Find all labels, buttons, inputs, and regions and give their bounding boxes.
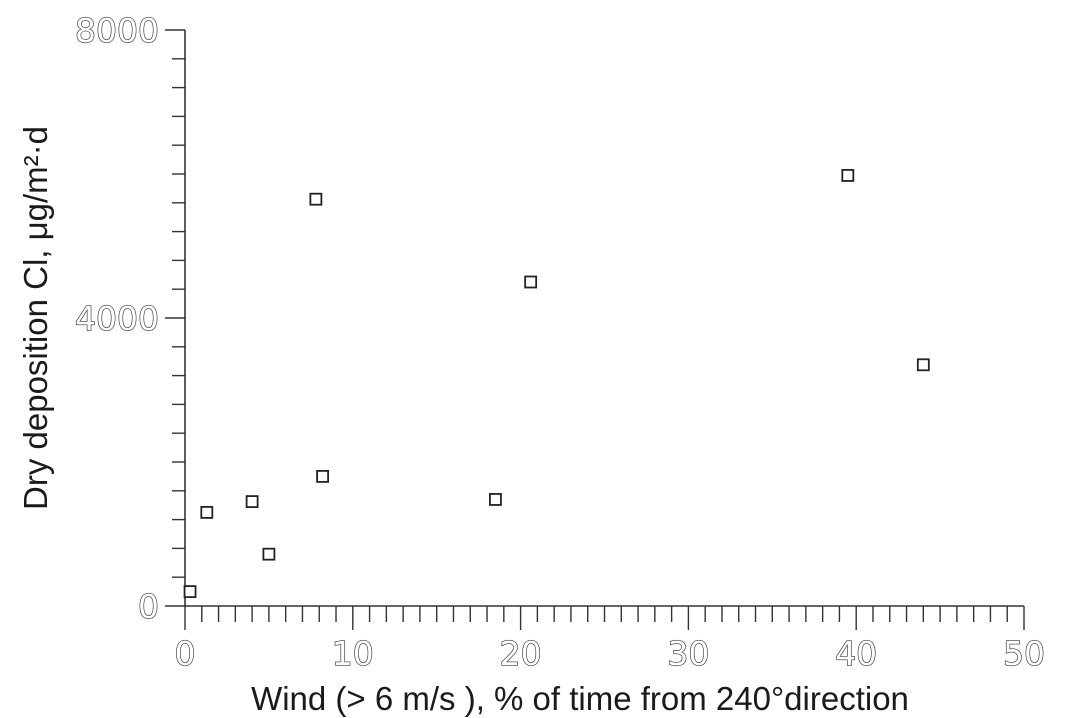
data-point bbox=[524, 275, 538, 289]
data-point bbox=[916, 358, 930, 372]
x-tick-label: 10 bbox=[332, 634, 374, 673]
x-tick-label: 30 bbox=[667, 634, 709, 673]
x-tick-label: 40 bbox=[835, 634, 877, 673]
y-tick-label: 0 bbox=[138, 587, 159, 626]
data-point bbox=[841, 169, 855, 182]
x-tick-label: 20 bbox=[500, 634, 542, 673]
x-axis-label: Wind (> 6 m/s ), % of time from 240°dire… bbox=[251, 680, 909, 717]
data-point bbox=[245, 495, 259, 509]
y-tick-label: 8000 bbox=[75, 11, 159, 50]
tick-labels: 0 10 20 30 40 50 0 4000 8000 bbox=[74, 10, 1045, 673]
data-point bbox=[309, 192, 323, 206]
y-tick-label: 4000 bbox=[75, 299, 159, 338]
axes bbox=[184, 30, 1024, 607]
data-points bbox=[183, 169, 930, 598]
data-point bbox=[183, 585, 197, 598]
data-point bbox=[262, 547, 276, 561]
y-axis-label: Dry deposition Cl, μg/m²·d bbox=[17, 126, 54, 510]
axis-ticks bbox=[165, 29, 1025, 630]
x-tick-label: 50 bbox=[1003, 634, 1045, 673]
data-point bbox=[489, 493, 502, 506]
x-tick-label: 0 bbox=[175, 634, 196, 673]
data-point bbox=[200, 505, 214, 519]
data-point bbox=[316, 469, 329, 483]
